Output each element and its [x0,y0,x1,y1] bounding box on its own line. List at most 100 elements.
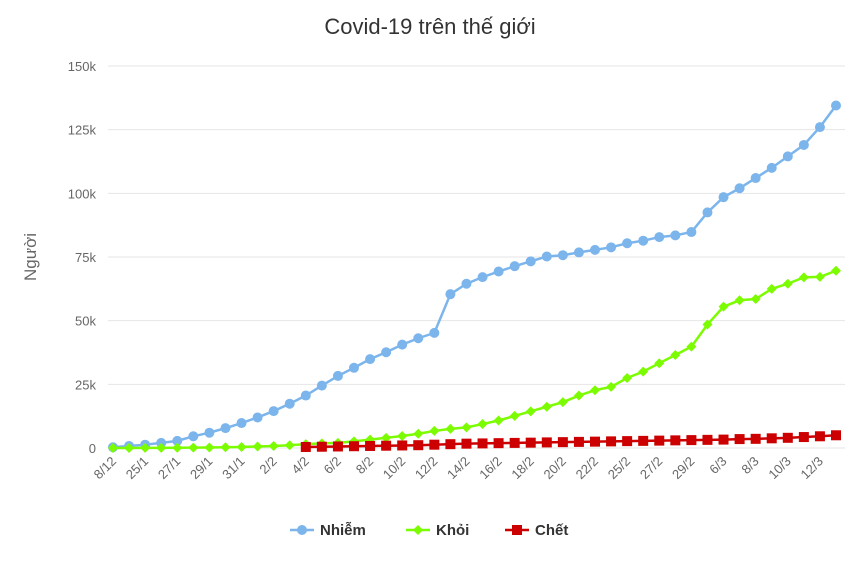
data-point [831,100,841,111]
data-point [445,289,456,300]
data-point [204,442,215,453]
data-point [782,278,793,289]
data-point [397,431,408,442]
data-point [718,192,729,203]
x-tick-label: 12/2 [412,454,441,483]
data-point [798,272,809,283]
data-point [541,251,552,262]
y-tick-label: 50k [75,314,96,329]
data-point [429,425,440,436]
x-tick-label: 16/2 [476,454,505,483]
data-point [509,410,520,421]
data-point [670,350,681,361]
data-point [493,438,504,449]
data-point [525,256,536,267]
data-point [622,238,633,249]
x-tick-label: 2/2 [256,454,279,477]
data-point [622,372,633,383]
data-point [638,435,649,446]
data-point [156,442,167,453]
data-point [284,398,295,409]
legend-label: Chết [535,522,568,539]
y-axis-title: Người [21,233,40,281]
data-point [798,432,809,443]
data-point [108,443,118,453]
data-point [638,235,649,246]
data-point [461,278,472,289]
data-point [188,431,199,442]
y-tick-label: 25k [75,377,96,392]
legend-item: Chết [505,522,568,539]
data-point [445,439,456,450]
data-point [429,327,440,338]
data-point [750,433,761,444]
legend-label: Nhiễm [320,522,366,539]
data-point [814,431,825,442]
x-tick-label: 8/2 [353,454,376,477]
data-point [573,247,584,258]
x-tick-label: 14/2 [444,454,473,483]
x-tick-label: 8/3 [738,454,761,477]
data-point [831,265,841,276]
y-tick-label: 75k [75,250,96,265]
legend-item: Khỏi [406,522,469,539]
data-point [512,525,522,535]
data-point [686,341,697,352]
data-point [413,440,424,451]
x-tick-label: 4/2 [289,454,312,477]
data-point [557,437,568,448]
data-point [590,436,600,447]
data-point [493,266,504,277]
data-point [541,401,552,412]
data-point [831,430,841,441]
x-tick-label: 8/12 [91,454,120,483]
data-point [734,183,745,194]
data-point [349,441,359,452]
data-point [297,525,307,535]
data-point [686,435,697,446]
data-point [300,390,311,401]
series-line [112,104,838,449]
data-point [172,435,183,446]
data-point [638,366,649,377]
data-point [702,434,713,445]
data-point [413,333,424,344]
data-point [172,442,183,453]
data-point [590,244,600,255]
x-tick-label: 12/3 [798,454,827,483]
data-point [557,250,568,261]
data-point [766,433,777,444]
data-point [686,227,697,238]
data-point [300,441,311,452]
data-point [140,442,151,453]
data-point [477,272,488,283]
data-point [525,406,536,417]
data-point [268,406,279,417]
x-tick-label: 27/1 [155,454,184,483]
data-point [509,437,520,448]
data-point [670,230,681,241]
data-point [284,440,295,451]
data-point [413,525,423,535]
data-point [397,440,408,451]
data-point [766,283,777,294]
x-tick-label: 29/1 [187,454,216,483]
x-tick-label: 27/2 [637,454,666,483]
data-point [477,438,488,449]
data-point [654,358,665,369]
data-point [718,301,729,312]
data-point [766,162,777,173]
data-point [252,441,263,452]
x-tick-label: 20/2 [540,454,569,483]
data-point [236,418,247,429]
data-point [381,432,392,443]
data-point [349,362,359,373]
data-point [573,390,584,401]
data-point [381,440,392,451]
data-point [268,440,279,451]
x-tick-label: 10/3 [765,454,794,483]
data-point [413,428,424,439]
data-point [316,441,327,452]
y-tick-label: 0 [89,441,96,456]
